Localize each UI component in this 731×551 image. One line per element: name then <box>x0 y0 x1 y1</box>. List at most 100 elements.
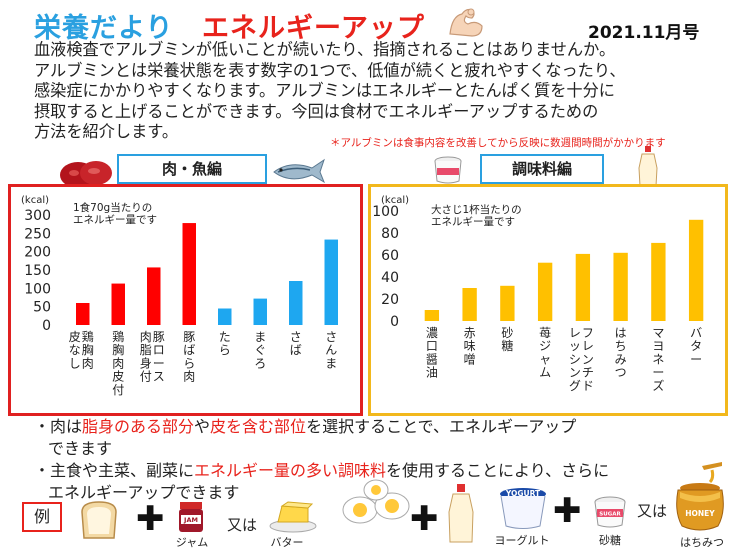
x-tick-label: 赤味噌 <box>464 326 476 366</box>
tip-text: を使用することにより、さらに <box>386 461 610 480</box>
intro-line: 摂取すると上げることができます。今回は食材でエネルギーアップするための <box>34 101 599 121</box>
x-tick-label: レッシング <box>569 326 581 393</box>
flexed-arm-icon <box>446 4 486 40</box>
y-tick-label: 100 <box>372 204 399 220</box>
boiled-egg-icon <box>340 476 412 532</box>
y-tick-label: 50 <box>33 300 51 316</box>
x-tick-label: 濃口醤油 <box>426 326 438 380</box>
tip-meat-cont: できます <box>48 439 113 458</box>
x-tick-label: フレンチド <box>582 326 594 393</box>
tip-highlight: 皮を含む部位 <box>210 417 307 436</box>
bar-赤味噌 <box>462 288 477 321</box>
bar-はちみつ <box>613 252 628 321</box>
bar-苺ジャム <box>537 262 553 321</box>
tip-text: や <box>194 417 211 436</box>
section-header-meat-fish: 肉・魚編 <box>117 154 267 184</box>
intro-line: 血液検査でアルブミンが低いことが続いたり、指摘されることはありませんか。 <box>34 40 616 59</box>
y-tick-label: 60 <box>381 248 399 264</box>
newsletter-subtitle: エネルギーアップ <box>202 13 425 44</box>
bar-砂糖 <box>500 285 515 321</box>
plus-icon: ✚ <box>410 499 439 539</box>
yogurt-cup-text: YOGURT <box>505 489 541 498</box>
x-tick-label: 皮なし <box>69 330 81 370</box>
bar-濃口醤油 <box>424 310 440 321</box>
x-tick-label: はちみつ <box>615 326 627 380</box>
or-label: 又は <box>227 516 258 534</box>
x-tick-label: バター <box>690 326 702 366</box>
x-tick-label: さんま <box>325 330 337 370</box>
bar-たら <box>218 308 232 325</box>
tips-list: ・肉は脂身のある部分や皮を含む部位を選択することで、エネルギーアップ できます … <box>34 416 724 504</box>
plus-icon: ✚ <box>553 491 582 531</box>
chart-subtitle: エネルギー量です <box>73 214 157 226</box>
or-label: 又は <box>637 502 668 520</box>
jam-jar-text: JAM <box>183 516 198 524</box>
section-header-seasoning: 調味料編 <box>480 154 604 184</box>
y-tick-label: 100 <box>24 281 51 297</box>
albumin-note: ＊アルブミンは食事内容を改善してから反映に数週間時間がかかります <box>330 137 666 149</box>
bar-豚ばら肉 <box>182 223 196 325</box>
fish-icon <box>270 156 326 186</box>
intro-line: 方法を紹介します。 <box>34 122 179 142</box>
yogurt-cup-icon: YOGURT <box>498 486 548 530</box>
y-axis-unit: (kcal) <box>381 195 409 206</box>
x-tick-label: 鶏胸肉皮付 <box>112 330 124 397</box>
issue-date: 2021.11月号 <box>588 23 700 43</box>
tip-highlight: エネルギー量の多い調味料 <box>194 461 387 480</box>
y-tick-label: 20 <box>381 292 399 308</box>
bar-鶏胸肉皮付 <box>111 283 125 325</box>
sugar-bowl-text: SUGAR <box>599 512 621 518</box>
honey-caption: はちみつ <box>680 536 724 549</box>
mayonnaise-icon <box>636 146 660 188</box>
bread-icon <box>76 498 122 542</box>
sugar-caption: 砂糖 <box>599 534 621 547</box>
bar-マヨネーズ <box>651 242 666 321</box>
tip-meat: ・肉は脂身のある部分や皮を含む部位を選択することで、エネルギーアップ <box>34 416 724 438</box>
jam-jar-icon: JAM <box>176 500 206 534</box>
y-tick-label: 80 <box>381 226 399 242</box>
chart-subtitle: 1食70g当たりの <box>73 201 152 214</box>
intro-paragraph: 血液検査でアルブミンが低いことが続いたり、指摘されることはありませんか。 アルブ… <box>34 40 724 143</box>
y-axis-unit: (kcal) <box>21 195 49 206</box>
yogurt-caption: ヨーグルト <box>494 534 550 547</box>
chart-subtitle: 大さじ1杯当たりの <box>431 203 522 216</box>
seasoning-chart-panel: (kcal) 大さじ1杯当たりの エネルギー量です 0 20 40 60 80 100 濃口醤油 赤… <box>368 184 728 416</box>
sugar-bowl-icon: SUGAR <box>592 494 628 530</box>
intro-line: アルブミンとは栄養状態を表す数字の1つで、低値が続くと疲れやすくなったり、 <box>34 60 626 80</box>
x-tick-label: たら <box>219 330 231 357</box>
tip-highlight: 脂身のある部分 <box>82 417 195 436</box>
bar-さんま <box>324 239 338 325</box>
meat-icon <box>58 157 114 191</box>
plus-icon: ✚ <box>136 499 165 539</box>
tip-seasoning-cont: エネルギーアップできます <box>48 483 240 502</box>
y-tick-label: 150 <box>24 263 51 279</box>
tip-seasoning: ・主食や主菜、副菜にエネルギー量の多い調味料を使用することにより、さらに <box>34 460 724 482</box>
y-tick-label: 0 <box>390 314 399 330</box>
y-tick-label: 200 <box>24 245 51 261</box>
x-tick-label: 肉脂身付 <box>140 330 152 384</box>
bar-まぐろ <box>253 298 267 325</box>
bar-フレンチドレッシング <box>575 253 591 321</box>
honey-pot-text: HONEY <box>685 509 715 518</box>
example-label: 例 <box>22 502 62 532</box>
x-tick-label: まぐろ <box>254 330 266 370</box>
x-tick-label: マヨネーズ <box>652 326 664 393</box>
intro-line: 感染症にかかりやすくなります。アルブミンはエネルギーとたんぱく質を十分に <box>34 81 615 101</box>
x-tick-label: 豚ばら肉 <box>183 330 195 384</box>
sugar-cup-icon <box>432 154 464 186</box>
tip-text: ・主食や主菜、副菜に <box>34 461 195 480</box>
x-tick-label: 豚ロース <box>153 330 165 384</box>
y-tick-label: 300 <box>24 208 51 224</box>
bar-豚ロース肉脂身付 <box>147 267 161 325</box>
mayonnaise-bottle-icon <box>446 484 476 544</box>
x-tick-label: さば <box>290 330 302 357</box>
tip-text: を選択することで、エネルギーアップ <box>306 417 577 436</box>
jam-caption: ジャム <box>175 536 209 549</box>
bar-バター <box>688 219 704 321</box>
bar-鶏胸肉皮なし <box>76 303 90 325</box>
butter-icon <box>268 498 318 534</box>
honey-pot-icon: HONEY <box>672 462 728 534</box>
chart-subtitle: エネルギー量です <box>431 216 515 228</box>
y-tick-label: 0 <box>42 318 51 334</box>
